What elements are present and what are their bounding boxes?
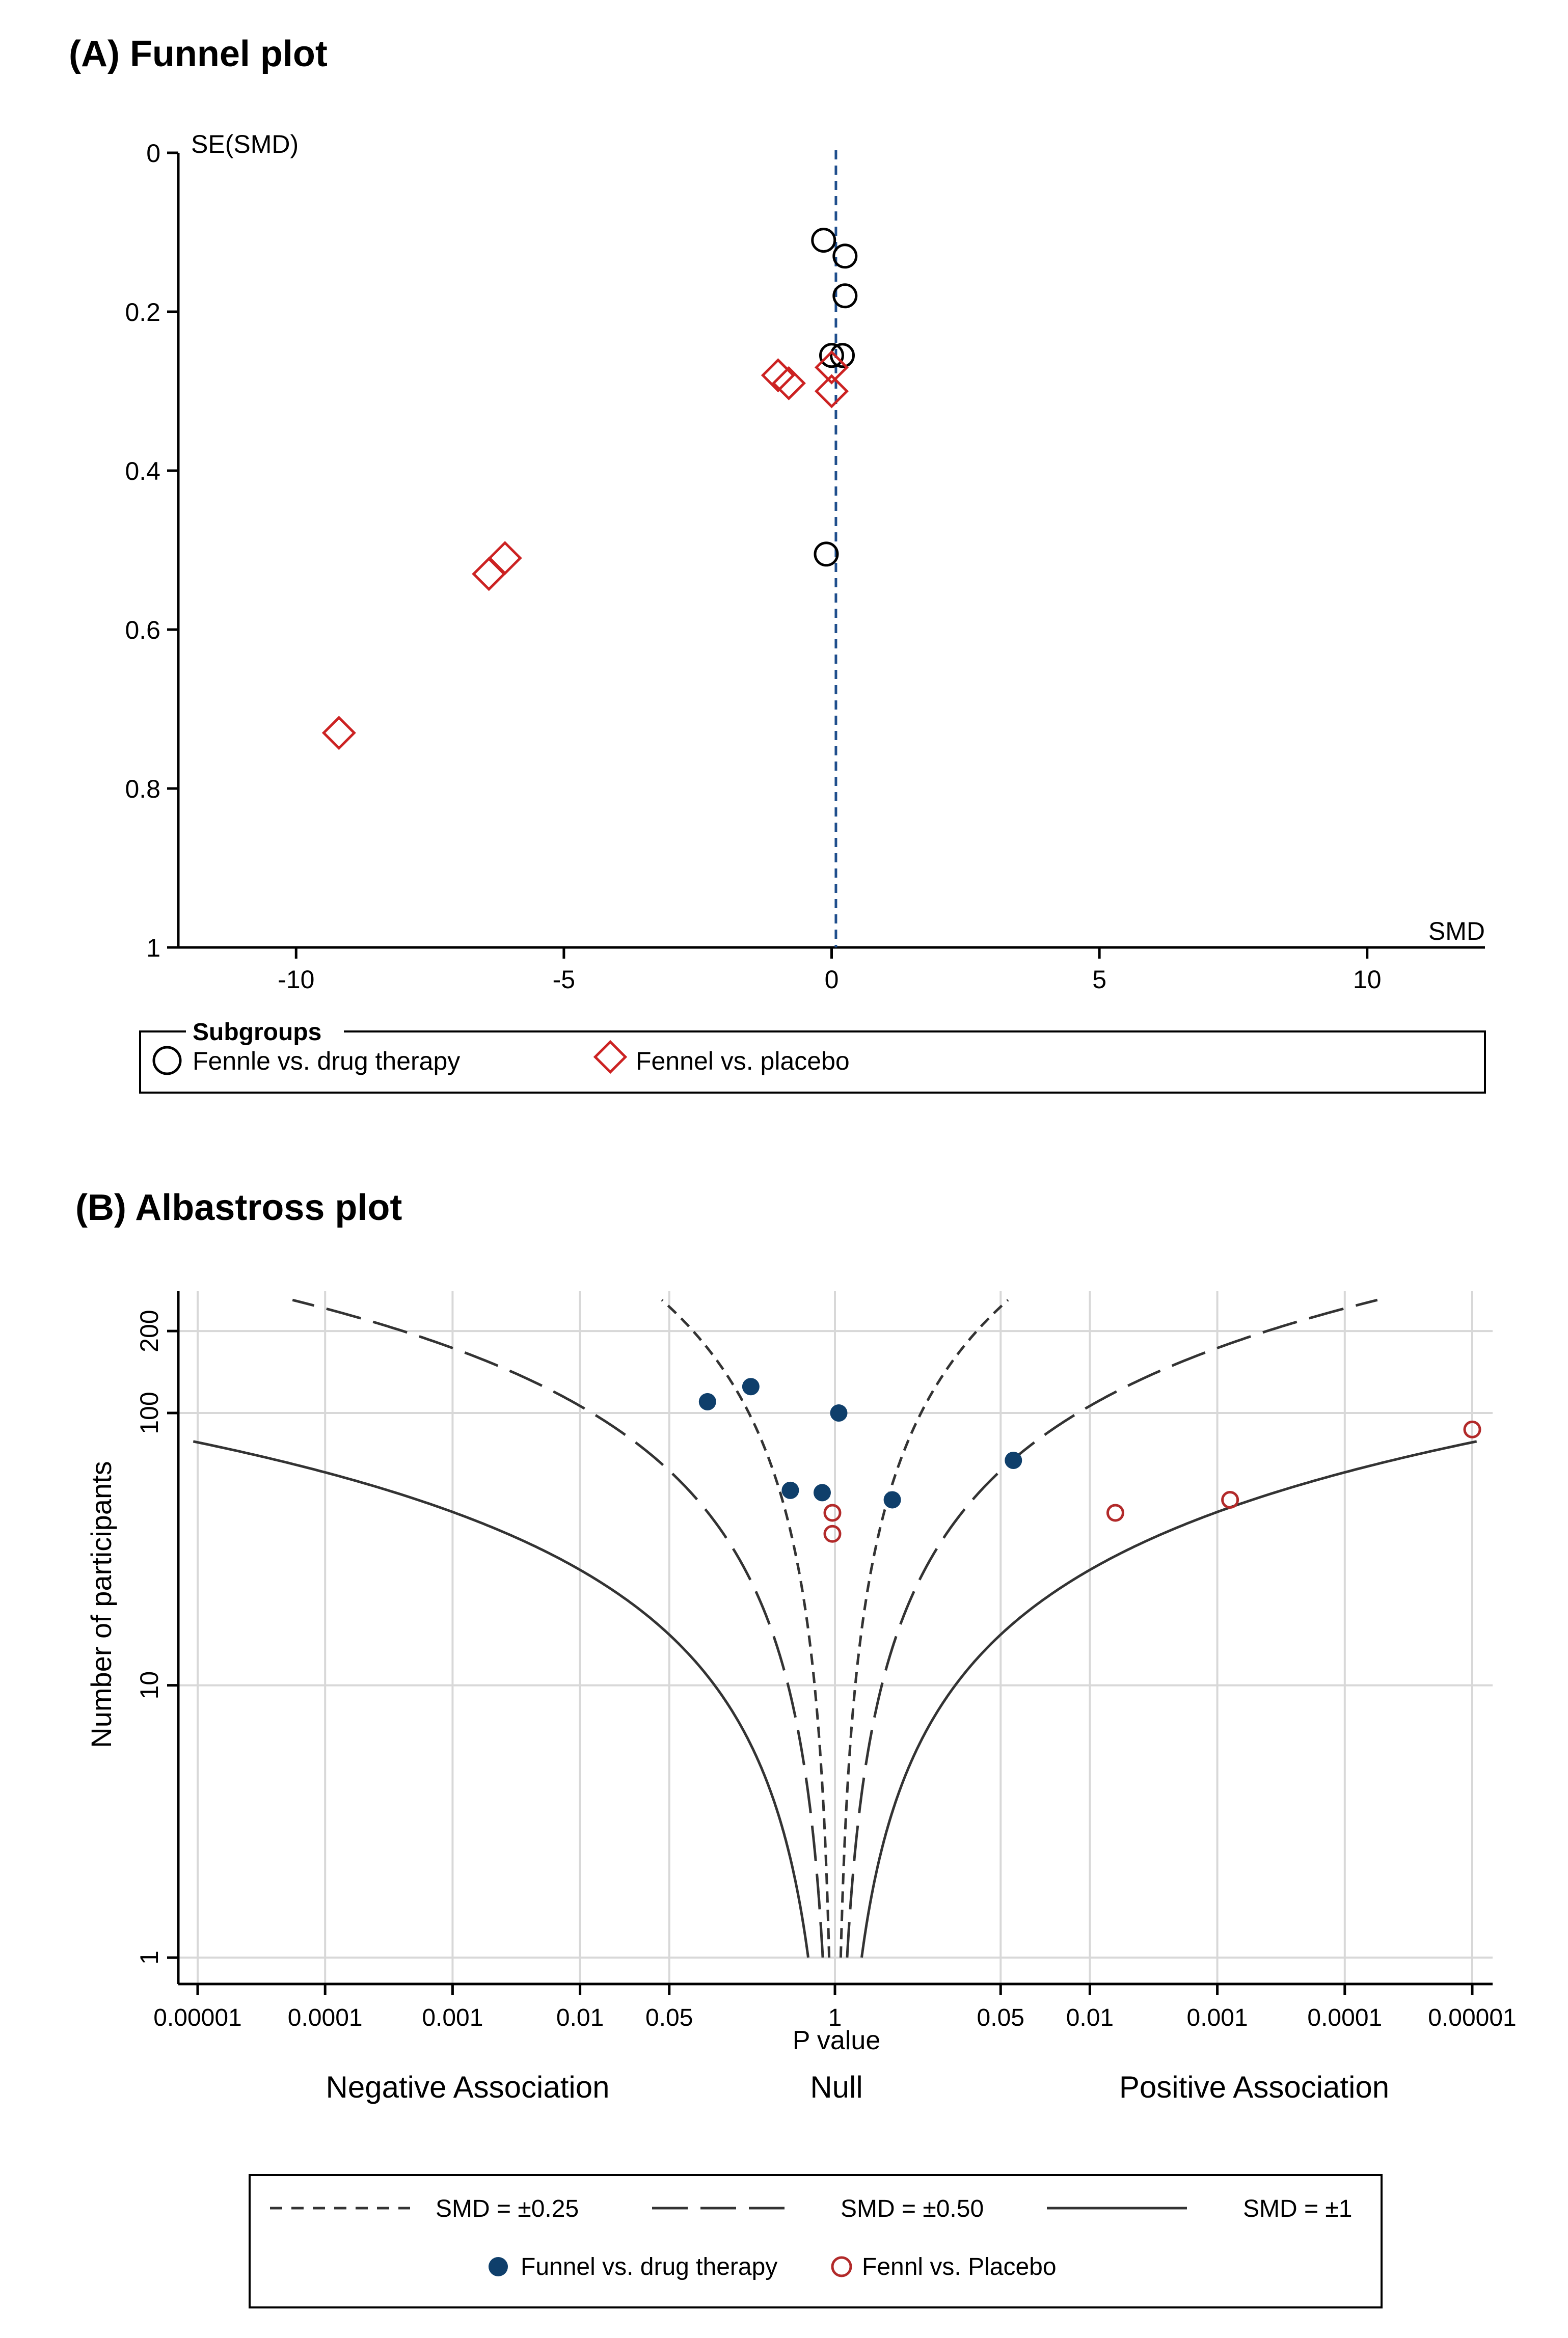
point-placebo bbox=[1463, 1420, 1481, 1438]
legend-label-smd-1: SMD = ±1 bbox=[1243, 2195, 1352, 2222]
point-drug-therapy bbox=[830, 343, 855, 368]
x-tick-label: 0.0001 bbox=[1307, 2004, 1382, 2031]
point-drug-therapy bbox=[814, 541, 839, 567]
legend-series-placebo: Fennel vs. placebo bbox=[636, 1047, 850, 1075]
panel-b-legend: SMD = ±0.25 SMD = ±0.50 SMD = ±1 Funnel … bbox=[249, 2174, 1383, 2308]
contour-line bbox=[860, 1440, 1477, 1958]
x-tick-label: 0.05 bbox=[645, 2004, 693, 2031]
panel-b-ylabel: Number of participants bbox=[85, 1461, 117, 1748]
x-tick-label: -10 bbox=[278, 965, 314, 994]
x-tick-label: 0.05 bbox=[977, 2004, 1024, 2031]
x-tick-label: 0.001 bbox=[1187, 2004, 1248, 2031]
legend-filled-marker bbox=[489, 2257, 508, 2276]
legend-diamond-marker bbox=[593, 1040, 628, 1074]
y-tick-label: 0 bbox=[146, 139, 160, 168]
panel-b-plot: 1 10 100 200 0.00001 0.0001 0.001 0.01 0.05 1 0.05… bbox=[135, 1291, 1517, 2031]
point-drug-therapy bbox=[813, 1484, 831, 1502]
panel-a-xlabel: SMD bbox=[1428, 917, 1485, 945]
contour-line bbox=[846, 1298, 1378, 1958]
x-tick-label: 0.01 bbox=[556, 2004, 604, 2031]
region-label-negative: Negative Association bbox=[326, 2070, 610, 2104]
y-tick-label: 1 bbox=[135, 1950, 164, 1965]
y-tick-label: 100 bbox=[135, 1392, 164, 1434]
x-tick-label: 0.00001 bbox=[153, 2004, 242, 2031]
point-placebo bbox=[761, 358, 795, 393]
point-drug-therapy bbox=[698, 1393, 716, 1410]
point-drug-therapy bbox=[742, 1378, 760, 1396]
region-label-positive: Positive Association bbox=[1119, 2070, 1389, 2104]
point-placebo bbox=[321, 716, 356, 750]
point-placebo bbox=[488, 541, 522, 576]
panel-a-legend: Subgroups Fennle vs. drug therapy Fennel… bbox=[139, 1019, 1486, 1094]
point-drug-therapy bbox=[781, 1481, 799, 1499]
x-tick-label: 0.0001 bbox=[288, 2004, 363, 2031]
y-tick-label: 0.8 bbox=[125, 775, 160, 803]
point-drug-therapy bbox=[819, 343, 844, 368]
point-placebo bbox=[1106, 1504, 1124, 1522]
x-tick-label: 1 bbox=[828, 2004, 842, 2031]
legend-label-smd-050: SMD = ±0.50 bbox=[841, 2195, 984, 2222]
y-tick-label: 0.6 bbox=[125, 616, 160, 644]
point-placebo bbox=[1221, 1490, 1239, 1509]
legend-series-drug: Funnel vs. drug therapy bbox=[521, 2253, 777, 2280]
x-tick-label: 0.001 bbox=[422, 2004, 483, 2031]
point-placebo bbox=[814, 374, 849, 409]
y-tick-label: 0.4 bbox=[125, 457, 160, 485]
legend-series-drug: Fennle vs. drug therapy bbox=[193, 1047, 460, 1075]
point-drug-therapy bbox=[832, 283, 858, 309]
panel-b-xlabel: P value bbox=[793, 2026, 881, 2055]
point-drug-therapy bbox=[1005, 1452, 1022, 1470]
panel-b: (B) Albastross plot 1 10 100 200 0.00001 0.00… bbox=[75, 1187, 1517, 2308]
point-placebo bbox=[771, 366, 806, 400]
legend-circle-marker bbox=[152, 1046, 182, 1075]
point-placebo bbox=[823, 1504, 842, 1522]
region-label-null: Null bbox=[810, 2070, 862, 2104]
panel-a-ylabel: SE(SMD) bbox=[191, 130, 299, 158]
point-drug-therapy bbox=[832, 243, 858, 269]
x-tick-label: 5 bbox=[1092, 965, 1106, 994]
contour-line bbox=[193, 1440, 809, 1958]
point-drug-therapy bbox=[811, 228, 836, 253]
x-tick-label: 0 bbox=[825, 965, 839, 994]
legend-open-marker bbox=[831, 2256, 852, 2277]
legend-title: Subgroups bbox=[193, 1019, 321, 1046]
panel-a: (A) Funnel plot 00.20.40.60.81-10 -5 0 5 10 … bbox=[69, 34, 1486, 1094]
legend-box bbox=[249, 2174, 1383, 2308]
y-tick-label: 1 bbox=[146, 934, 160, 962]
point-placebo bbox=[472, 557, 506, 591]
x-tick-label: 0.01 bbox=[1066, 2004, 1114, 2031]
contour-line bbox=[292, 1298, 824, 1958]
panel-a-title: (A) Funnel plot bbox=[69, 34, 328, 74]
contour-line bbox=[839, 1299, 1009, 1958]
y-tick-label: 0.2 bbox=[125, 298, 160, 327]
y-tick-label: 10 bbox=[135, 1671, 164, 1700]
point-placebo bbox=[814, 350, 849, 385]
panel-a-plot: 0 0.2 0.4 0.6 0.8 1 -10 -5 0 5 10 bbox=[125, 139, 1485, 994]
y-tick-label: 200 bbox=[135, 1310, 164, 1352]
point-drug-therapy bbox=[883, 1491, 901, 1509]
x-tick-label: 10 bbox=[1353, 965, 1382, 994]
contour-line bbox=[661, 1299, 831, 1958]
legend-label-smd-025: SMD = ±0.25 bbox=[436, 2195, 579, 2222]
legend-series-placebo: Fennl vs. Placebo bbox=[862, 2253, 1057, 2280]
legend-box bbox=[139, 1030, 1486, 1094]
panel-b-title: (B) Albastross plot bbox=[75, 1187, 402, 1228]
point-placebo bbox=[823, 1525, 842, 1543]
point-drug-therapy bbox=[830, 1404, 848, 1422]
x-tick-label: 0.00001 bbox=[1428, 2004, 1517, 2031]
x-tick-label: -5 bbox=[553, 965, 575, 994]
